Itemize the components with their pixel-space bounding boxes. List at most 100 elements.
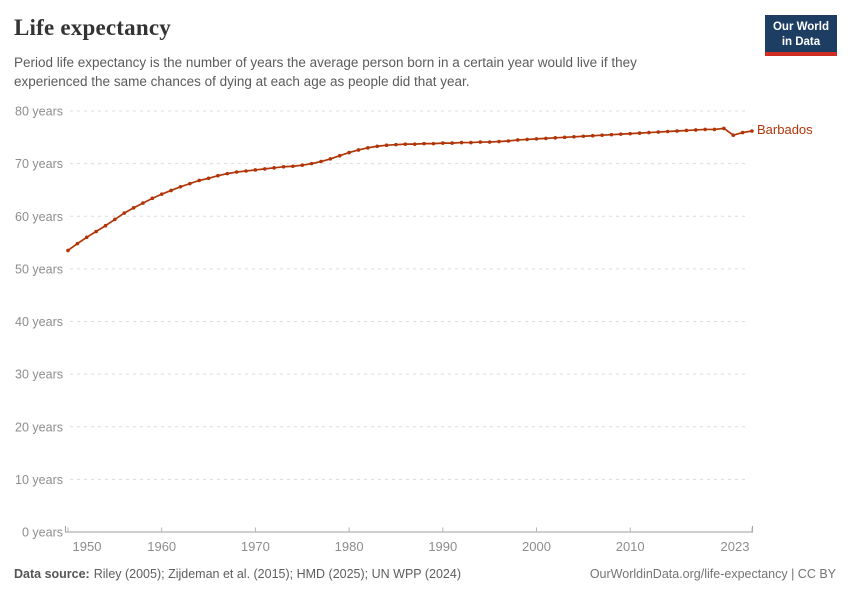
page-title: Life expectancy bbox=[14, 15, 171, 40]
data-point bbox=[431, 141, 436, 146]
credit-link[interactable]: OurWorldinData.org/life-expectancy | CC … bbox=[589, 567, 836, 581]
data-point bbox=[581, 134, 586, 139]
data-point bbox=[515, 138, 520, 142]
data-point bbox=[366, 146, 370, 150]
y-tick-label: 30 years bbox=[15, 368, 63, 382]
data-point bbox=[750, 129, 754, 133]
x-tick-label: 1990 bbox=[428, 539, 457, 554]
data-point bbox=[84, 235, 89, 240]
data-point bbox=[216, 173, 220, 178]
data-point bbox=[440, 141, 445, 145]
data-point bbox=[703, 127, 707, 132]
data-point bbox=[188, 181, 192, 186]
data-point bbox=[347, 150, 351, 155]
data-point bbox=[394, 142, 398, 147]
data-point bbox=[356, 148, 361, 152]
data-point bbox=[534, 137, 539, 141]
data-point bbox=[628, 131, 632, 136]
data-point bbox=[319, 159, 323, 164]
x-tick-label: 2000 bbox=[522, 539, 551, 554]
data-point bbox=[300, 163, 305, 168]
data-point bbox=[487, 140, 492, 144]
data-source-label: Data source: bbox=[14, 567, 90, 581]
owid-logo-line1: Our World bbox=[772, 21, 829, 33]
data-point bbox=[412, 142, 417, 146]
data-point bbox=[478, 140, 483, 144]
data-point bbox=[384, 143, 389, 148]
data-point bbox=[675, 129, 679, 133]
data-point bbox=[150, 196, 155, 201]
data-point bbox=[600, 133, 604, 138]
data-point bbox=[244, 169, 248, 173]
y-tick-label: 0 years bbox=[22, 526, 63, 540]
data-point bbox=[637, 131, 642, 135]
data-point bbox=[544, 136, 548, 141]
data-point bbox=[159, 192, 164, 196]
owid-logo: Our World in Data bbox=[764, 15, 837, 57]
data-point bbox=[647, 130, 651, 135]
x-tick-label: 2023 bbox=[721, 539, 750, 554]
data-point bbox=[113, 217, 117, 222]
data-point bbox=[469, 140, 473, 145]
data-point bbox=[656, 130, 661, 134]
data-point bbox=[665, 129, 670, 134]
data-point bbox=[684, 128, 689, 133]
data-point bbox=[553, 136, 558, 140]
data-point bbox=[272, 166, 276, 170]
data-point bbox=[253, 168, 258, 172]
data-point bbox=[225, 171, 230, 176]
y-tick-label: 60 years bbox=[15, 210, 63, 224]
data-point bbox=[740, 130, 745, 135]
data-point bbox=[722, 126, 726, 131]
data-point bbox=[122, 211, 127, 215]
y-tick-label: 80 years bbox=[15, 105, 63, 119]
x-tick-label: 1970 bbox=[241, 539, 270, 554]
chart-footer: Data source: Riley (2005); Zijdeman et al… bbox=[14, 567, 836, 581]
data-point bbox=[178, 184, 183, 189]
series-label-barbados[interactable]: Barbados bbox=[757, 121, 813, 137]
data-point bbox=[169, 188, 173, 193]
data-point bbox=[609, 132, 614, 137]
data-point bbox=[562, 135, 567, 140]
data-point bbox=[262, 167, 267, 171]
data-source-note: Data source: Riley (2005); Zijdeman et al… bbox=[14, 567, 461, 581]
data-point bbox=[309, 161, 314, 166]
data-point bbox=[497, 139, 501, 144]
data-point bbox=[590, 133, 595, 138]
chart-subtitle: Period life expectancy is the number of … bbox=[14, 55, 637, 89]
data-point bbox=[291, 164, 295, 169]
data-source-text: Riley (2005); Zijdeman et al. (2015); HM… bbox=[93, 567, 462, 581]
x-tick-label: 1950 bbox=[73, 539, 102, 554]
data-point bbox=[525, 137, 529, 142]
data-point bbox=[337, 153, 342, 158]
data-point bbox=[206, 176, 211, 181]
data-point bbox=[619, 132, 623, 136]
data-point bbox=[731, 133, 736, 138]
data-point bbox=[450, 141, 454, 145]
data-point bbox=[712, 127, 717, 132]
data-point bbox=[281, 164, 286, 169]
x-tick-label: 1980 bbox=[335, 539, 364, 554]
data-point bbox=[506, 139, 511, 143]
x-tick-label: 1960 bbox=[147, 539, 176, 554]
data-point bbox=[693, 128, 698, 132]
data-point bbox=[66, 248, 70, 253]
data-point bbox=[459, 140, 464, 145]
y-tick-label: 10 years bbox=[15, 473, 63, 487]
data-point bbox=[197, 178, 201, 183]
data-point bbox=[572, 134, 576, 139]
data-point bbox=[422, 141, 426, 146]
y-tick-label: 20 years bbox=[15, 420, 63, 434]
data-point bbox=[75, 241, 80, 246]
data-point bbox=[131, 206, 136, 210]
y-tick-label: 40 years bbox=[15, 315, 63, 329]
data-point bbox=[94, 229, 98, 234]
data-point bbox=[234, 170, 239, 174]
x-tick-label: 2010 bbox=[616, 539, 645, 554]
y-tick-label: 70 years bbox=[15, 157, 63, 171]
data-point bbox=[375, 144, 380, 149]
data-point bbox=[141, 201, 145, 205]
data-point bbox=[403, 142, 408, 146]
